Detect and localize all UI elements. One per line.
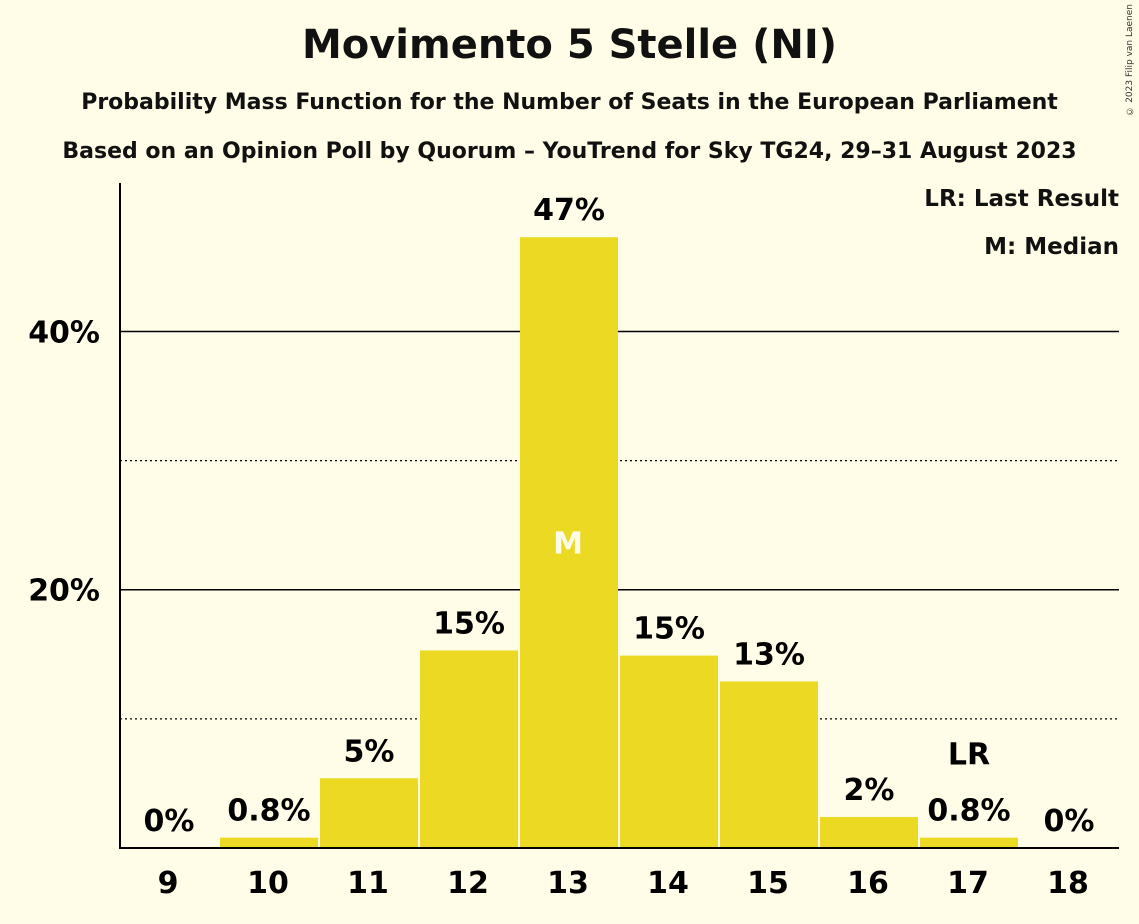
data-label-10: 0.8%	[227, 794, 310, 829]
bar-10	[220, 837, 318, 848]
bar-14	[620, 655, 718, 848]
bar-12	[420, 650, 518, 848]
x-tick-label-18: 18	[1047, 866, 1089, 901]
x-tick-label-10: 10	[247, 866, 289, 901]
x-tick-label-12: 12	[447, 866, 489, 901]
chart-source-subtitle: Based on an Opinion Poll by Quorum – You…	[62, 139, 1077, 164]
axes: 20% 40% 9 10 11 12 13 14 15 16 17 18	[28, 183, 1119, 901]
bar-15	[720, 681, 818, 848]
gridlines	[120, 330, 1119, 720]
x-tick-label-14: 14	[647, 866, 689, 901]
bar-17	[920, 837, 1018, 848]
data-labels: 0% 0.8% 5% 15% 47% M 15% 13% 2% 0.8% LR 0%	[144, 193, 1095, 839]
bar-13	[520, 237, 618, 848]
x-tick-label-17: 17	[947, 866, 989, 901]
data-label-17: 0.8%	[927, 794, 1010, 829]
data-label-9: 0%	[144, 804, 195, 839]
legend-median: M: Median	[984, 234, 1119, 260]
x-tick-label-15: 15	[747, 866, 789, 901]
bars	[220, 237, 1018, 848]
last-result-marker: LR	[948, 738, 990, 773]
data-label-11: 5%	[344, 734, 395, 769]
data-label-14: 15%	[633, 612, 705, 647]
data-label-16: 2%	[844, 773, 895, 808]
legend-last-result: LR: Last Result	[924, 186, 1119, 212]
x-tick-label-9: 9	[158, 866, 179, 901]
data-label-12: 15%	[433, 606, 505, 641]
bar-11	[320, 778, 418, 848]
bar-16	[820, 817, 918, 848]
median-marker: M	[553, 527, 583, 562]
x-tick-label-11: 11	[347, 866, 389, 901]
chart-title: Movimento 5 Stelle (NI)	[301, 22, 838, 68]
chart-subtitle: Probability Mass Function for the Number…	[81, 90, 1058, 115]
data-label-13: 47%	[533, 193, 605, 228]
x-tick-label-16: 16	[847, 866, 889, 901]
data-label-15: 13%	[733, 637, 805, 672]
y-tick-label: 20%	[28, 574, 100, 609]
x-tick-label-13: 13	[547, 866, 589, 901]
data-label-18: 0%	[1044, 804, 1095, 839]
y-tick-label: 40%	[28, 315, 100, 350]
